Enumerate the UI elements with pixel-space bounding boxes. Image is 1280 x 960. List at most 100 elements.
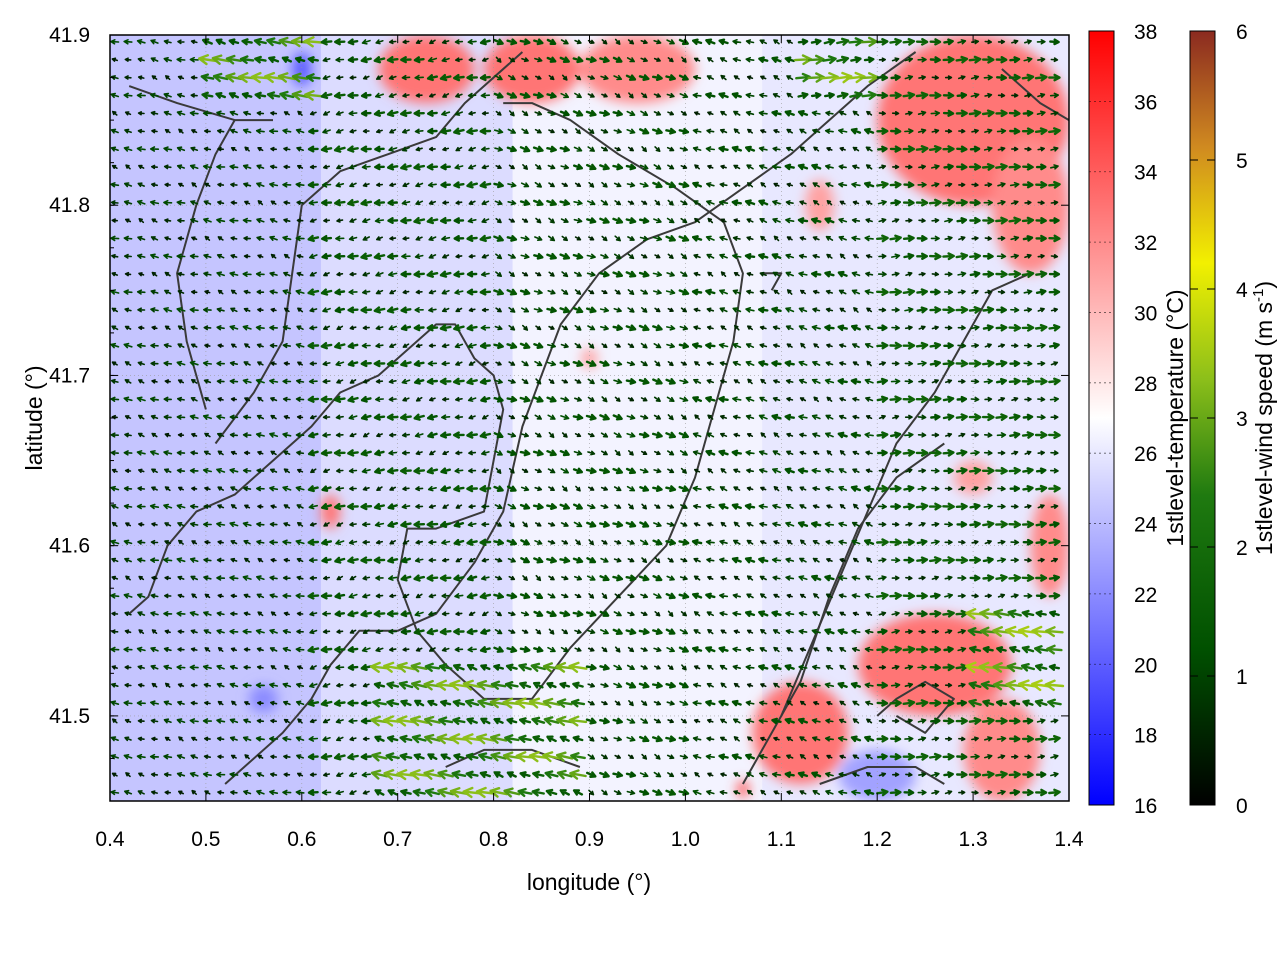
wind-arrow	[570, 698, 586, 708]
wind-arrow	[163, 754, 173, 760]
wind-arrow	[217, 146, 224, 152]
wind-arrow	[110, 736, 119, 742]
wind-arrow	[244, 701, 251, 706]
wind-arrow	[667, 57, 674, 63]
wind-arrow	[1007, 609, 1022, 619]
wind-arrow	[931, 521, 940, 527]
wind-arrow	[731, 199, 742, 206]
wind-arrow	[468, 146, 476, 152]
wind-arrow	[997, 182, 1006, 188]
wind-arrow	[915, 395, 929, 404]
wind-arrow	[625, 324, 637, 332]
wind-arrow	[758, 306, 769, 314]
wind-arrow	[718, 503, 729, 510]
wind-arrow	[707, 629, 714, 635]
wind-arrow	[556, 751, 574, 762]
wind-arrow	[720, 736, 728, 742]
wind-arrow	[826, 450, 833, 456]
wind-arrow	[877, 324, 888, 332]
wind-arrow	[968, 466, 982, 475]
wind-arrow	[691, 538, 703, 546]
wind-arrow	[477, 698, 494, 708]
wind-arrow	[864, 181, 875, 188]
wind-arrow	[163, 396, 172, 402]
wind-arrow	[373, 413, 386, 421]
wind-arrow	[211, 54, 230, 65]
wind-arrow	[307, 789, 319, 796]
wind-arrow	[851, 647, 860, 652]
wind-arrow	[652, 378, 663, 385]
wind-arrow	[719, 790, 728, 795]
wind-arrow	[110, 504, 119, 509]
wind-arrow	[309, 325, 318, 331]
wind-arrow	[719, 128, 728, 134]
wind-arrow	[270, 772, 278, 777]
wind-arrow	[891, 218, 900, 223]
wind-arrow	[626, 110, 636, 117]
wind-arrow	[997, 789, 1006, 796]
wind-arrow	[680, 522, 688, 527]
wind-arrow	[626, 128, 636, 134]
wind-arrow	[216, 414, 226, 420]
wind-arrow	[995, 520, 1008, 529]
wind-arrow	[653, 414, 661, 420]
wind-arrow	[984, 396, 993, 402]
wind-arrow	[979, 626, 997, 637]
wind-arrow	[692, 450, 702, 456]
wind-arrow	[890, 503, 902, 510]
wind-arrow	[216, 718, 226, 724]
wind-arrow	[929, 342, 942, 350]
wind-arrow	[362, 289, 371, 295]
wind-arrow	[269, 485, 279, 492]
wind-arrow	[322, 718, 331, 724]
wind-arrow	[915, 38, 929, 46]
wind-arrow	[812, 540, 820, 545]
wind-arrow	[481, 521, 490, 527]
wind-arrow	[773, 379, 780, 384]
wind-arrow	[546, 253, 557, 260]
wind-arrow	[229, 664, 238, 670]
wind-arrow	[269, 593, 278, 599]
wind-arrow	[997, 503, 1006, 510]
wind-arrow	[918, 379, 926, 384]
wind-arrow	[917, 736, 927, 742]
wind-arrow	[387, 217, 399, 224]
wind-arrow	[137, 539, 146, 545]
wind-arrow	[612, 771, 624, 778]
wind-arrow	[984, 790, 993, 795]
wind-arrow	[375, 396, 384, 402]
wind-arrow	[548, 325, 555, 330]
wind-arrow	[136, 396, 146, 402]
wind-arrow	[1035, 234, 1047, 242]
wind-arrow	[270, 414, 277, 420]
wind-arrow	[1021, 431, 1034, 439]
wind-arrow	[968, 717, 982, 725]
wind-arrow	[429, 397, 436, 402]
wind-arrow	[1050, 254, 1059, 259]
wind-arrow	[110, 432, 119, 438]
wind-arrow	[1009, 645, 1021, 653]
wind-arrow	[481, 218, 490, 224]
wind-arrow	[917, 56, 927, 63]
wind-arrow	[229, 682, 239, 688]
wind-arrow	[1050, 307, 1058, 313]
wind-arrow	[428, 557, 437, 563]
wind-arrow	[360, 413, 372, 421]
wind-arrow	[889, 788, 902, 797]
wind-arrow	[614, 396, 621, 402]
wind-arrow	[984, 539, 992, 545]
wind-arrow	[494, 325, 503, 331]
wind-arrow	[401, 378, 411, 385]
wind-arrow	[176, 450, 186, 456]
wind-vectors	[110, 36, 1065, 799]
wind-arrow	[455, 254, 463, 259]
wind-arrow	[257, 307, 264, 313]
wind-arrow	[773, 39, 780, 45]
hot-spot	[579, 35, 695, 104]
wind-arrow	[931, 682, 939, 688]
wind-arrow	[110, 789, 120, 796]
wind-arrow	[666, 396, 675, 402]
wind-arrow	[320, 145, 333, 153]
wind-arrow	[519, 342, 531, 350]
wind-arrow	[614, 504, 622, 509]
